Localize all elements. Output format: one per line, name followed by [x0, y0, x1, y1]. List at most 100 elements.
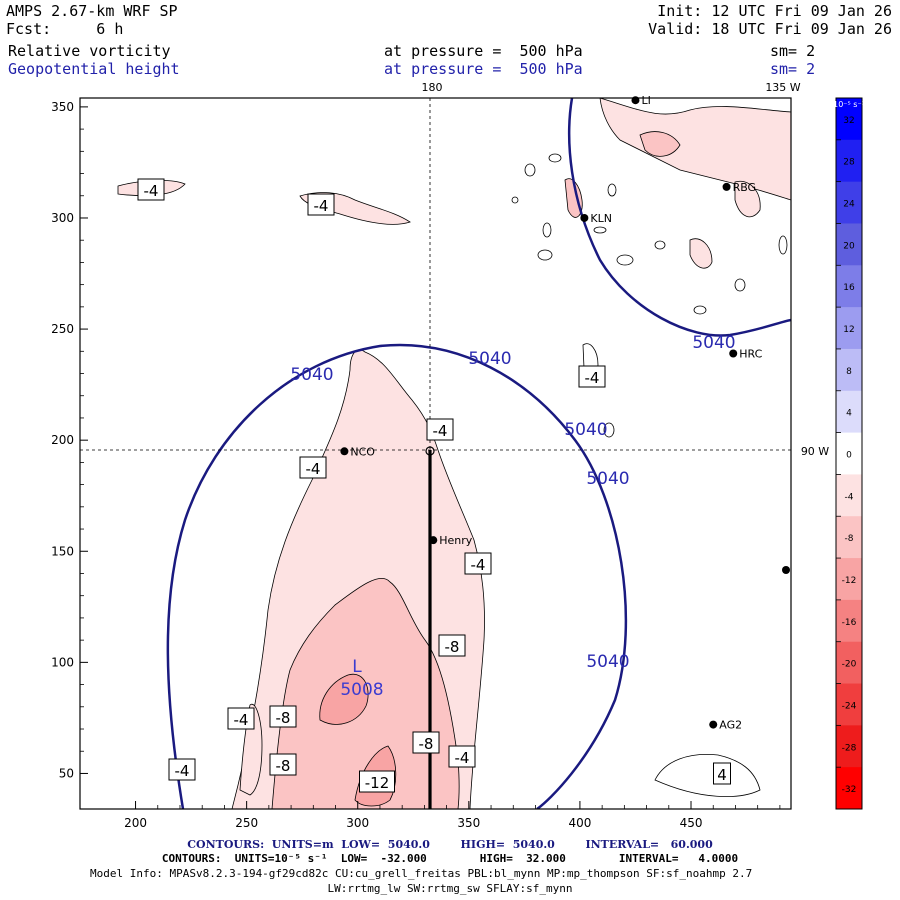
- height-label-3: 5040: [564, 420, 607, 440]
- top-label-180: 180: [422, 81, 443, 94]
- svg-text:AG2: AG2: [719, 719, 742, 732]
- colorbar-tick-label: -12: [842, 576, 857, 586]
- height-label-1: 5040: [290, 365, 333, 385]
- vorticity-label: 4: [713, 762, 731, 785]
- colorbar-tick-label: -20: [842, 660, 857, 670]
- colorbar-tick-label: 28: [843, 158, 855, 168]
- colorbar-swatch: [836, 223, 862, 266]
- height-label-4: 5040: [586, 469, 629, 489]
- y-axis: 50 100 150 200 250 300 350: [51, 100, 88, 780]
- vorticity-label: -8: [269, 705, 297, 728]
- colorbar-swatch: [836, 181, 862, 224]
- colorbar-swatch: [836, 474, 862, 517]
- vorticity-label: -4: [137, 178, 165, 201]
- vorticity-label: -4: [227, 707, 255, 730]
- height-label-2: 5040: [468, 349, 511, 369]
- field2-smooth: sm= 2: [770, 60, 816, 78]
- colorbar-tick-label: 20: [843, 241, 855, 251]
- vorticity-label: -12: [359, 770, 395, 793]
- x-axis: 200 250 300 350 400 450: [124, 801, 781, 830]
- svg-text:LI: LI: [641, 94, 650, 107]
- field1-level: at pressure = 500 hPa: [384, 42, 583, 60]
- svg-text:-4: -4: [234, 711, 249, 729]
- svg-text:HRC: HRC: [739, 348, 762, 361]
- svg-text:KLN: KLN: [590, 212, 612, 225]
- vorticity-label: -8: [438, 634, 466, 657]
- footer-vorticity-contours: CONTOURS: UNITS=10⁻⁵ s⁻¹ LOW= -32.000 HI…: [161, 852, 739, 865]
- vorticity-region-ne2: [639, 131, 681, 157]
- svg-text:-8: -8: [445, 638, 460, 656]
- x-tick-label: 400: [568, 816, 591, 830]
- height-labels: 5040 5040 5040 5040 5040 5040: [290, 333, 735, 672]
- svg-text:-4: -4: [175, 762, 190, 780]
- station-nco: NCO: [340, 445, 375, 458]
- colorbar-tick-label: 16: [843, 283, 855, 293]
- y-tick-label: 300: [51, 211, 74, 225]
- x-tick-label: 300: [346, 816, 369, 830]
- height-label-5: 5040: [586, 652, 629, 672]
- edge-marker: [782, 566, 790, 574]
- colorbar-swatch: [836, 683, 862, 726]
- colorbar-swatch: [836, 390, 862, 434]
- station-kln: KLN: [580, 212, 612, 225]
- field1-name: Relative vorticity: [8, 42, 171, 60]
- colorbar-tick-label: 8: [846, 367, 852, 377]
- model-title: AMPS 2.67-km WRF SP: [6, 2, 178, 20]
- station-rbg: RBG: [722, 181, 756, 194]
- vorticity-label: -8: [269, 753, 297, 776]
- vorticity-label: -4: [168, 758, 196, 781]
- station-hrc: HRC: [729, 348, 763, 361]
- svg-text:-8: -8: [419, 735, 434, 753]
- svg-text:-4: -4: [144, 182, 159, 200]
- low-letter: L: [352, 657, 362, 677]
- right-label-90w: 90 W: [801, 445, 829, 458]
- colorbar-tick-label: -28: [842, 743, 857, 753]
- colorbar-swatch: [836, 516, 862, 559]
- forecast-hour: Fcst: 6 h: [6, 20, 124, 38]
- vorticity-region-ne: [599, 98, 791, 201]
- footer-height-contours: CONTOURS: UNITS=m LOW= 5040.0 HIGH= 5040…: [187, 838, 713, 851]
- colorbar-tick-label: -4: [845, 492, 854, 502]
- vorticity-label: -4: [299, 456, 327, 479]
- height-label-6: 5040: [692, 333, 735, 353]
- top-label-135w: 135 W: [765, 81, 800, 94]
- y-tick-label: 50: [59, 766, 74, 780]
- vorticity-region-minus12a: [319, 673, 369, 725]
- vorticity-label: -4: [426, 418, 454, 441]
- colorbar-swatch: [836, 599, 862, 643]
- vorticity-label: -4: [578, 365, 606, 388]
- svg-text:-4: -4: [471, 556, 486, 574]
- footer-model-info-2: LW:rrtmg_lw SW:rrtmg_sw SFLAY:sf_mynn: [327, 882, 573, 895]
- colorbar-tick-label: 0: [846, 451, 852, 461]
- colorbar-tick-label: 24: [843, 200, 855, 210]
- field2-name: Geopotential height: [8, 60, 180, 78]
- height-contour-5040: [166, 98, 791, 809]
- colorbar-tick-label: 32: [843, 116, 854, 126]
- colorbar-tick-label: -8: [845, 534, 854, 544]
- vorticity-region-ne4: [689, 238, 713, 269]
- y-tick-label: 100: [51, 655, 74, 669]
- colorbar-swatch: [836, 307, 862, 350]
- colorbar-swatch: [836, 558, 862, 601]
- colorbar-swatch: [836, 725, 862, 768]
- colorbar-tick-label: -32: [842, 785, 857, 795]
- vorticity-region-plus4-lowright: [654, 754, 761, 797]
- svg-text:-8: -8: [276, 709, 291, 727]
- station-henry: Henry: [429, 534, 473, 547]
- colorbar-tick-label: -16: [842, 618, 857, 628]
- plot-frame: [79, 97, 792, 810]
- vorticity-region-ne3: [564, 178, 583, 218]
- svg-text:-4: -4: [314, 197, 329, 215]
- vorticity-label: -4: [307, 193, 335, 216]
- svg-text:4: 4: [717, 766, 727, 784]
- x-tick-label: 250: [235, 816, 258, 830]
- svg-text:-4: -4: [585, 369, 600, 387]
- x-tick-label: 350: [457, 816, 480, 830]
- colorbar-swatch: [836, 767, 862, 810]
- station-ag2: AG2: [709, 719, 742, 732]
- init-time: Init: 12 UTC Fri 09 Jan 26: [657, 2, 892, 20]
- colorbar-swatch: [836, 641, 862, 685]
- svg-text:-4: -4: [433, 422, 448, 440]
- vorticity-label: -4: [448, 745, 476, 768]
